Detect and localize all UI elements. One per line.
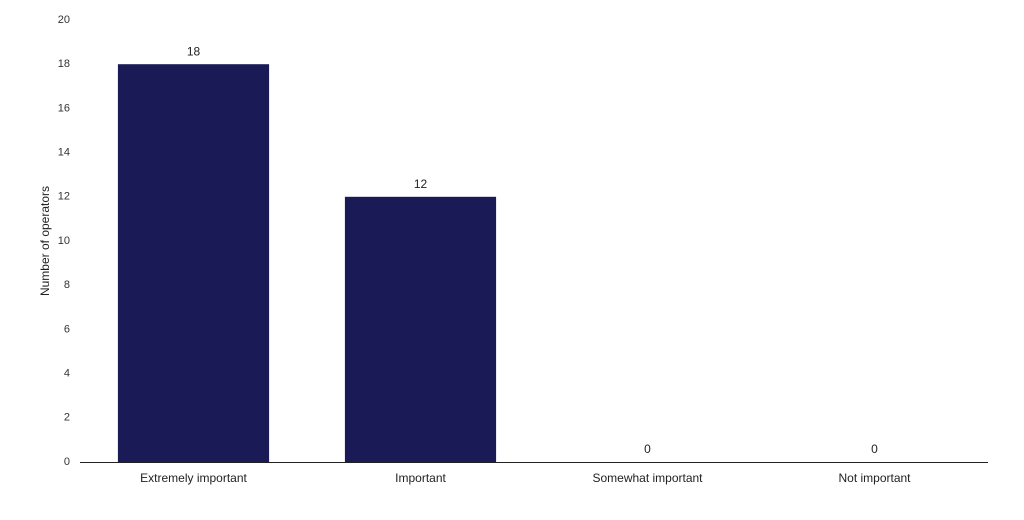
y-tick-label: 10 xyxy=(58,235,70,247)
x-tick-label: Not important xyxy=(838,471,911,485)
y-tick-label: 0 xyxy=(64,456,70,468)
y-tick-label: 16 xyxy=(58,102,70,114)
y-tick-label: 18 xyxy=(58,58,70,70)
y-tick-label: 8 xyxy=(64,279,70,291)
data-label: 0 xyxy=(871,442,878,456)
y-tick-label: 2 xyxy=(64,412,70,424)
x-tick-label: Somewhat important xyxy=(592,471,703,485)
y-tick-label: 6 xyxy=(64,323,70,335)
y-tick-label: 4 xyxy=(64,368,70,380)
y-tick-label: 14 xyxy=(58,147,70,159)
data-label: 18 xyxy=(187,44,201,58)
x-tick-label: Important xyxy=(395,471,446,485)
bar xyxy=(344,196,497,463)
y-tick-label: 12 xyxy=(58,191,70,203)
data-label: 0 xyxy=(644,442,651,456)
x-tick-label: Extremely important xyxy=(140,471,247,485)
bar xyxy=(117,64,270,462)
y-tick-label: 20 xyxy=(58,14,70,26)
y-axis-label: Number of operators xyxy=(38,186,52,296)
data-label: 12 xyxy=(414,177,428,191)
